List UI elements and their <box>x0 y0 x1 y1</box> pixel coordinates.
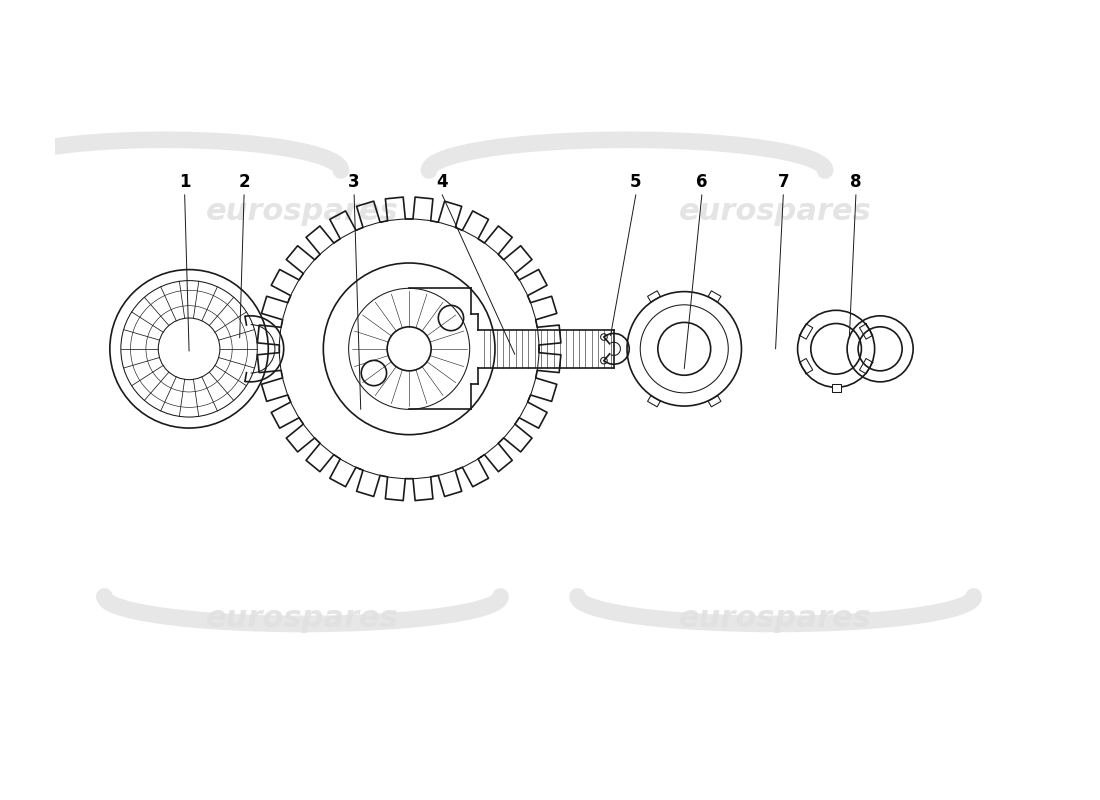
Text: eurospares: eurospares <box>679 604 872 633</box>
Bar <box>832 384 840 392</box>
Text: eurospares: eurospares <box>206 197 399 226</box>
Text: 3: 3 <box>349 173 360 190</box>
Text: 8: 8 <box>850 173 861 190</box>
Text: 5: 5 <box>630 173 641 190</box>
Text: 6: 6 <box>696 173 707 190</box>
Text: 7: 7 <box>778 173 789 190</box>
Text: 2: 2 <box>239 173 250 190</box>
Text: eurospares: eurospares <box>206 604 399 633</box>
Text: 1: 1 <box>179 173 190 190</box>
Text: eurospares: eurospares <box>679 197 872 226</box>
Text: 4: 4 <box>437 173 448 190</box>
